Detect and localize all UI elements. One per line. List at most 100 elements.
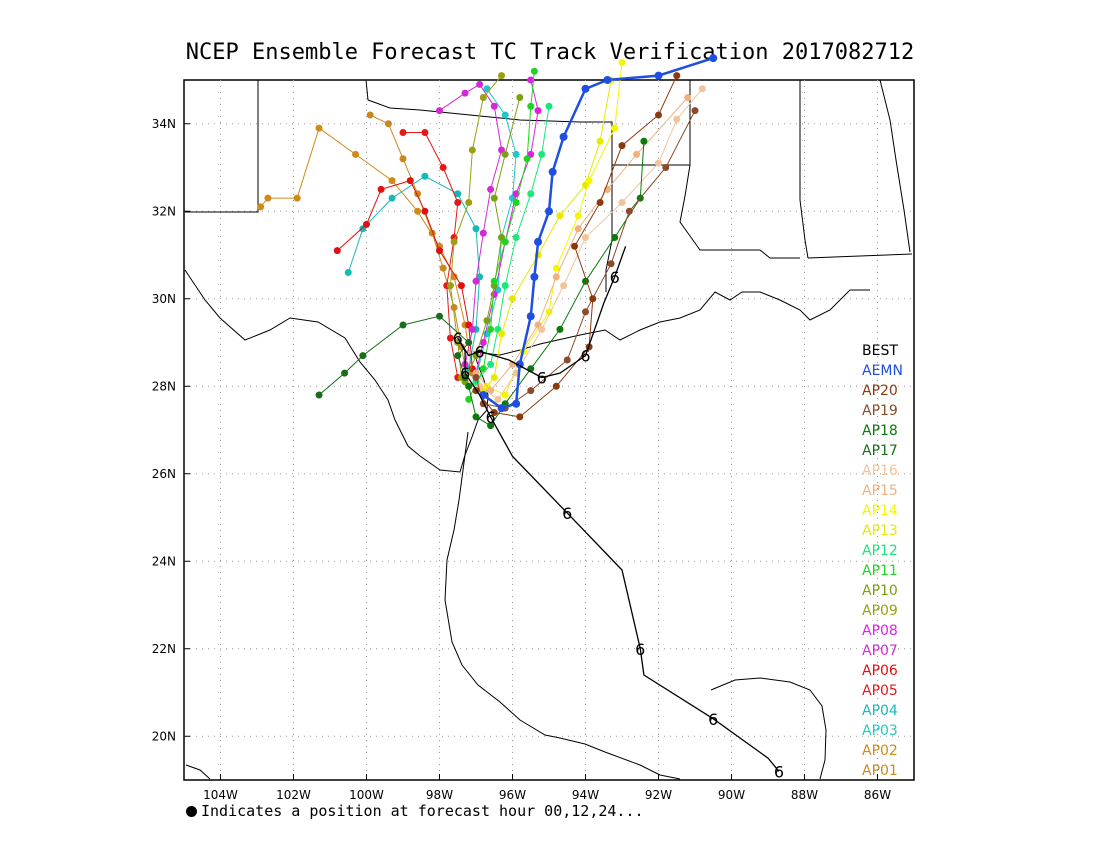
track-point [465, 339, 473, 346]
footnote-text: Indicates a position at forecast hour 00… [201, 802, 644, 820]
track-point [461, 89, 469, 97]
track-line [403, 132, 459, 378]
track-ap07 [436, 80, 506, 368]
track-point [512, 234, 520, 241]
track-point [388, 194, 396, 202]
track-point [363, 220, 370, 228]
track-point [414, 207, 422, 215]
track-point [454, 199, 462, 206]
track-point [662, 164, 670, 171]
track-line [475, 79, 539, 374]
state-border-ar-la [605, 165, 613, 292]
track-point [257, 203, 265, 211]
track-point [483, 317, 491, 325]
x-tick-label: 90W [718, 788, 745, 802]
track-point [545, 207, 553, 216]
track-point [487, 360, 495, 368]
track-point [487, 185, 495, 193]
track-point [691, 107, 699, 115]
track-point [436, 247, 443, 255]
gulf-coast-line [184, 269, 870, 473]
track-point [399, 129, 407, 136]
track-line [475, 106, 550, 383]
track-point [556, 325, 564, 333]
track-point [501, 111, 509, 119]
track-point [501, 391, 509, 399]
state-border-tx-ok [185, 80, 259, 213]
track-point [571, 242, 579, 250]
track-point [465, 382, 473, 390]
track-point [457, 282, 465, 290]
track-point [479, 94, 487, 101]
track-point [479, 339, 487, 346]
x-tick-label: 88W [791, 788, 818, 802]
hurricane-symbol-icon: 6 [453, 329, 463, 348]
track-point [450, 273, 458, 281]
track-point [472, 374, 480, 381]
track-point [530, 272, 539, 281]
track-point [552, 273, 560, 281]
legend-item-ap09: AP09 [862, 603, 898, 619]
x-tick-label: 92W [645, 788, 672, 802]
track-point [582, 234, 589, 241]
track-point [556, 212, 564, 220]
track-point [527, 76, 535, 84]
hurricane-symbol-icon: 6 [537, 369, 547, 388]
track-point [487, 325, 495, 333]
track-line [449, 75, 502, 378]
track-point [465, 395, 473, 403]
footnote: Indicates a position at forecast hour 00… [186, 802, 644, 820]
track-point [399, 321, 407, 329]
legend-item-ap03: AP03 [862, 723, 898, 739]
track-point [498, 72, 506, 80]
track-point [611, 124, 619, 132]
grid-lines [184, 80, 914, 780]
hurricane-symbol-icon: 6 [708, 710, 718, 729]
x-tick-label: 86W [864, 788, 891, 802]
track-point [450, 304, 458, 311]
track-point [264, 194, 272, 202]
legend-item-aemn: AEMN [862, 363, 903, 379]
track-point [421, 172, 429, 180]
track-point [633, 150, 641, 158]
track-point [439, 264, 447, 272]
track-point [527, 190, 535, 198]
track-point [545, 102, 553, 110]
hurricane-symbol-icon: 6 [460, 364, 470, 383]
hurricane-symbol-icon: 6 [610, 268, 620, 287]
hurricane-symbol-icon: 6 [580, 347, 590, 366]
track-point [684, 94, 692, 101]
track-point [359, 352, 367, 360]
track-point [596, 199, 604, 206]
track-point [479, 365, 487, 373]
track-point [512, 150, 520, 158]
track-point [581, 84, 590, 93]
state-border-fl [807, 253, 913, 259]
track-point [501, 150, 509, 158]
track-point [655, 111, 662, 119]
track-point [552, 382, 560, 390]
track-point [709, 54, 718, 63]
track-point [607, 260, 615, 268]
hurricane-symbol-icon: 6 [475, 342, 485, 361]
track-point [618, 59, 626, 66]
track-point [487, 387, 495, 395]
chart-title: NCEP Ensemble Forecast TC Track Verifica… [185, 40, 915, 65]
track-point [439, 164, 447, 171]
track-ap15 [472, 94, 692, 395]
track-point [611, 234, 619, 241]
track-point [384, 120, 392, 128]
track-point [472, 277, 480, 285]
track-point [454, 190, 462, 198]
legend-item-ap20: AP20 [862, 383, 898, 399]
track-point [293, 194, 301, 202]
y-tick-label: 22N [152, 642, 176, 656]
x-tick-label: 104W [203, 788, 238, 802]
track-point [673, 115, 681, 123]
track-point [315, 124, 323, 132]
y-tick-label: 24N [152, 554, 176, 568]
track-point [446, 282, 454, 290]
track-point [366, 111, 374, 119]
track-point [589, 295, 597, 303]
